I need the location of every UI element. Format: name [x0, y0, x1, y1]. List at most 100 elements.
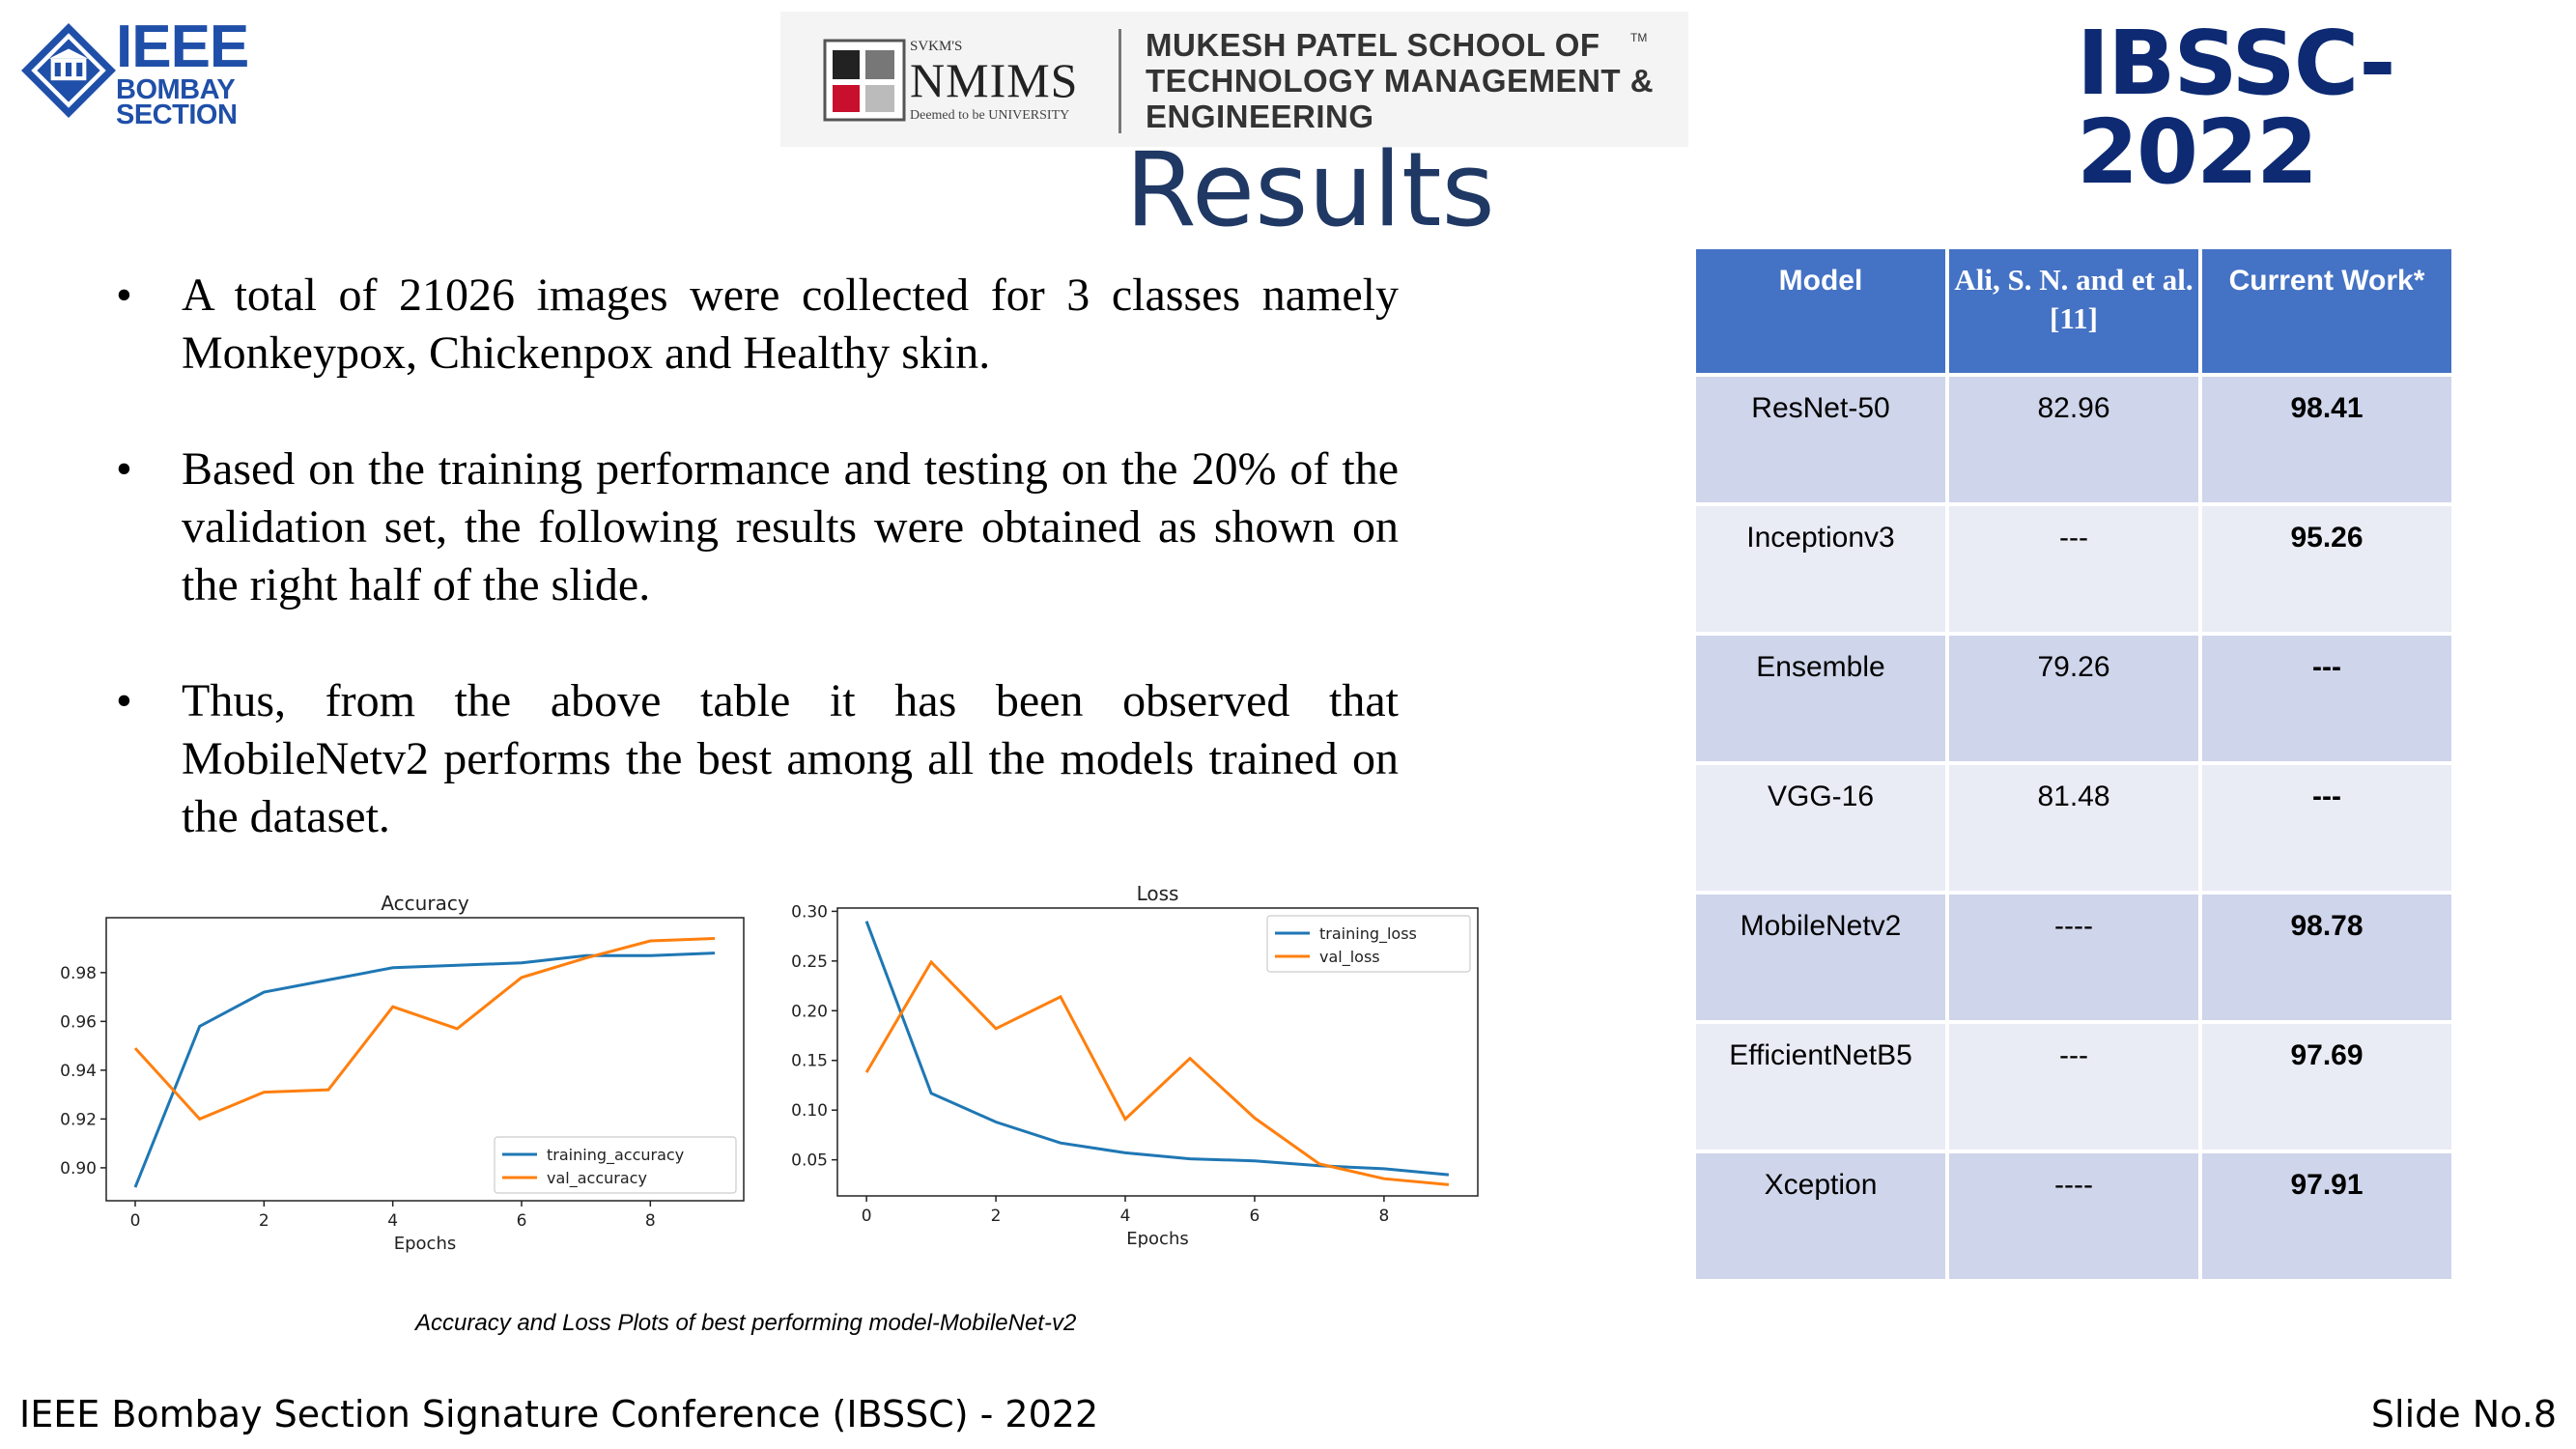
current-work-cell: 95.26	[2202, 506, 2451, 632]
accuracy-x-tick-label: 2	[259, 1211, 269, 1231]
current-work-cell: 98.41	[2202, 377, 2451, 502]
model-cell: VGG-16	[1696, 765, 1945, 891]
accuracy-y-tick-label: 0.90	[60, 1159, 97, 1179]
section-text: SECTION	[116, 99, 238, 130]
loss-chart: Loss 0 2 4 6 8 0.05 0.10 0.15 0.20 0.25 0.30 Epochs t…	[763, 869, 1487, 1280]
current-work-cell: ---	[2202, 636, 2451, 761]
footer-text: IEEE Bombay Section Signature Conference…	[19, 1393, 1099, 1435]
header-model: Model	[1696, 249, 1945, 373]
table-row: EfficientNetB5 --- 97.69	[1696, 1024, 2451, 1150]
ali-cell: ---	[1949, 506, 2198, 632]
ieee-bombay-logo: IEEE BOMBAY SECTION	[19, 17, 280, 129]
loss-y-tick-label: 0.15	[791, 1052, 828, 1071]
model-cell: Xception	[1696, 1153, 1945, 1279]
ieee-wordmark: IEEE BOMBAY SECTION	[116, 17, 249, 130]
accuracy-y-tick-label: 0.94	[60, 1062, 97, 1081]
school-line-2: TECHNOLOGY MANAGEMENT &	[1146, 63, 1655, 99]
results-table: Model Ali, S. N. and et al. [11] Current…	[1692, 245, 2455, 1283]
accuracy-chart-svg: Accuracy 0 2 4 6 8 0.90 0.92 0.94 0.96 0.98 Epochs t…	[60, 892, 745, 1254]
accuracy-x-tick-label: 0	[130, 1211, 141, 1231]
table-row: MobileNetv2 ---- 98.78	[1696, 895, 2451, 1020]
chart-caption: Accuracy and Loss Plots of best performi…	[415, 1310, 1077, 1336]
table-header-row: Model Ali, S. N. and et al. [11] Current…	[1696, 249, 2451, 373]
bullet-text: Thus, from the above table it has been o…	[182, 675, 1399, 842]
nmims-wordmark: NMIMS	[910, 53, 1079, 107]
accuracy-x-tick-label: 6	[517, 1211, 527, 1231]
model-cell: EfficientNetB5	[1696, 1024, 1945, 1150]
model-cell: MobileNetv2	[1696, 895, 1945, 1020]
current-work-cell: 98.78	[2202, 895, 2451, 1020]
header-current-work: Current Work*	[2202, 249, 2451, 373]
accuracy-chart: Accuracy 0 2 4 6 8 0.90 0.92 0.94 0.96 0.98 Epochs t…	[19, 869, 763, 1280]
accuracy-plot-frame	[105, 917, 745, 1202]
loss-x-axis-label: Epochs	[1126, 1229, 1189, 1249]
loss-series-training_loss	[864, 921, 1450, 1177]
model-cell: Inceptionv3	[1696, 506, 1945, 632]
accuracy-series-training_accuracy	[133, 952, 716, 1188]
ali-cell: ---	[1949, 1024, 2198, 1150]
accuracy-x-axis-label: Epochs	[394, 1234, 457, 1254]
table-row: ResNet-50 82.96 98.41	[1696, 377, 2451, 502]
ieee-diamond-emblem	[21, 23, 116, 118]
accuracy-legend-box	[494, 1136, 737, 1194]
table-row: Ensemble 79.26 ---	[1696, 636, 2451, 761]
loss-y-tick-label: 0.05	[791, 1151, 828, 1171]
loss-y-tick-label: 0.10	[791, 1101, 828, 1121]
loss-y-tick-label: 0.20	[791, 1002, 828, 1021]
table-row: VGG-16 81.48 ---	[1696, 765, 2451, 891]
accuracy-title: Accuracy	[381, 892, 468, 915]
loss-legend-box	[1266, 915, 1471, 973]
conference-logo: IBSSC-2022	[2077, 12, 2396, 204]
accuracy-x-tick-label: 4	[387, 1211, 398, 1231]
bullet-symbol: •	[116, 270, 132, 321]
loss-plot-frame	[836, 907, 1479, 1197]
loss-x-tick-label: 4	[1120, 1207, 1131, 1226]
model-cell: ResNet-50	[1696, 377, 1945, 502]
loss-y-tick-label: 0.30	[791, 902, 828, 922]
loss-x-tick-label: 8	[1378, 1207, 1389, 1226]
loss-title: Loss	[1137, 882, 1179, 905]
accuracy-y-tick-label: 0.96	[60, 1012, 97, 1032]
accuracy-y-tick-label: 0.98	[60, 964, 97, 983]
ali-cell: ----	[1949, 895, 2198, 1020]
slide-title: Results	[1125, 130, 1495, 249]
loss-x-tick-label: 2	[991, 1207, 1002, 1226]
trademark-text: TM	[1630, 31, 1648, 44]
school-name: MUKESH PATEL SCHOOL OF TECHNOLOGY MANAGE…	[1146, 27, 1654, 134]
bullet-text: Based on the training performance and te…	[182, 443, 1399, 611]
loss-chart-svg: Loss 0 2 4 6 8 0.05 0.10 0.15 0.20 0.25 0.30 Epochs t…	[791, 882, 1479, 1249]
current-work-cell: ---	[2202, 765, 2451, 891]
nmims-logo: SVKM'S NMIMS Deemed to be UNIVERSITY MUK…	[780, 12, 1688, 147]
accuracy-series-val_accuracy	[133, 937, 716, 1122]
loss-legend-label: training_loss	[1319, 924, 1417, 944]
ali-cell: 82.96	[1949, 377, 2198, 502]
table-row: Inceptionv3 --- 95.26	[1696, 506, 2451, 632]
logo-divider	[1118, 29, 1121, 133]
bullet-item: • A total of 21026 images were collected …	[114, 267, 1399, 383]
accuracy-x-tick-label: 8	[645, 1211, 656, 1231]
bullet-item: • Thus, from the above table it has been …	[114, 672, 1399, 846]
loss-series-val_loss	[864, 959, 1450, 1186]
ali-cell: 79.26	[1949, 636, 2198, 761]
header-ali-et-al: Ali, S. N. and et al. [11]	[1949, 249, 2198, 373]
accuracy-y-tick-label: 0.92	[60, 1110, 97, 1129]
bullet-symbol: •	[116, 443, 132, 495]
loss-x-tick-label: 0	[862, 1207, 872, 1226]
school-line-3: ENGINEERING	[1146, 99, 1374, 134]
table-row: Xception ---- 97.91	[1696, 1153, 2451, 1279]
bullet-symbol: •	[116, 675, 132, 726]
accuracy-legend-label: training_accuracy	[547, 1146, 684, 1165]
bullet-text: A total of 21026 images were collected f…	[182, 270, 1399, 379]
bombay-text: BOMBAY	[116, 74, 236, 105]
loss-x-tick-label: 6	[1250, 1207, 1260, 1226]
ali-cell: 81.48	[1949, 765, 2198, 891]
ali-cell: ----	[1949, 1153, 2198, 1279]
slide-number: Slide No.8	[2370, 1393, 2557, 1435]
deemed-university-text: Deemed to be UNIVERSITY	[910, 108, 1070, 123]
accuracy-legend-label: val_accuracy	[547, 1169, 647, 1188]
loss-legend-label: val_loss	[1319, 948, 1380, 967]
svkms-text: SVKM'S	[910, 39, 963, 54]
current-work-cell: 97.91	[2202, 1153, 2451, 1279]
school-line-1: MUKESH PATEL SCHOOL OF	[1146, 27, 1600, 63]
model-cell: Ensemble	[1696, 636, 1945, 761]
